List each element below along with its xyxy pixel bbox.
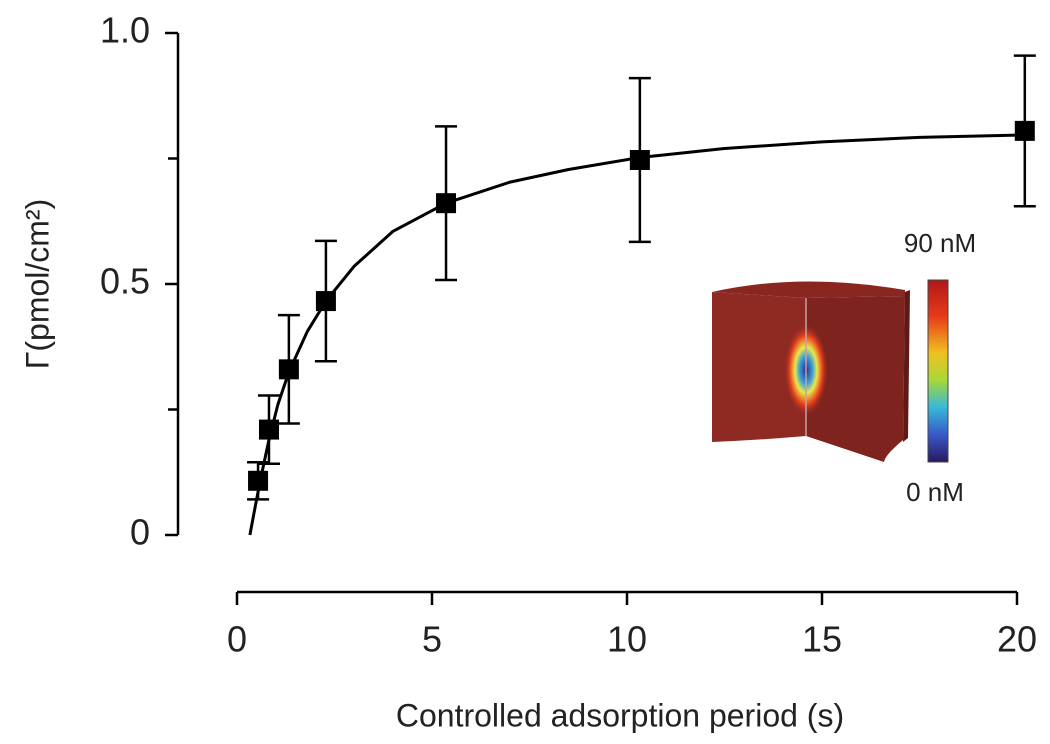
fit-curve (248, 133, 1025, 536)
cylinder-face (712, 292, 806, 442)
x-tick-label: 10 (607, 619, 647, 660)
x-tick-label: 0 (227, 619, 247, 660)
data-point (278, 359, 299, 380)
x-tick-label: 20 (997, 619, 1037, 660)
cylinder-edge (903, 290, 910, 442)
data-point (315, 291, 336, 312)
y-tick-label: 0 (130, 512, 150, 553)
y-tick-label: 1.0 (100, 10, 150, 51)
x-axis-label: Controlled adsorption period (s) (396, 697, 844, 733)
inset-image: 90 nM 0 nM (712, 228, 976, 507)
colorbar (927, 279, 949, 463)
x-tick-label: 15 (802, 619, 842, 660)
colorbar-min: 0 nM (906, 477, 964, 507)
colorbar-max: 90 nM (904, 228, 976, 258)
data-point (1014, 120, 1035, 141)
data-point (258, 419, 279, 440)
y-tick-label: 0.5 (100, 261, 150, 302)
x-tick-label: 5 (422, 619, 442, 660)
cylinder-top (712, 281, 905, 298)
data-point (629, 150, 650, 171)
data-point (248, 470, 269, 491)
data-point (436, 193, 457, 214)
y-axis-label: Γ(pmol/cm²) (19, 199, 55, 370)
cylinder-side (806, 296, 905, 462)
